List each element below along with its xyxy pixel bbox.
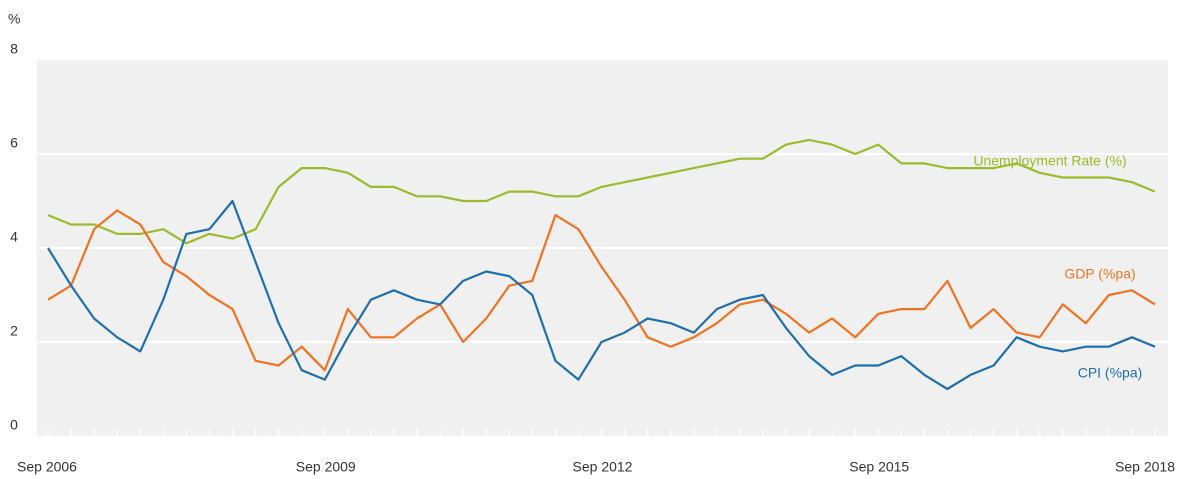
x-tick-label: Sep 2012 [573, 459, 633, 475]
x-tick-label: Sep 2006 [17, 459, 77, 475]
series-line [47, 138, 1156, 245]
series-label: GDP (%pa) [1064, 266, 1135, 282]
series-label: CPI (%pa) [1078, 365, 1143, 381]
series-line [47, 209, 1156, 372]
y-tick-label: 2 [10, 323, 18, 339]
y-axis-label: % [8, 11, 20, 27]
y-tick-label: 4 [10, 229, 18, 245]
y-tick-label: 0 [10, 417, 18, 433]
y-tick-label: 8 [10, 41, 18, 57]
series-line [47, 199, 1156, 391]
y-tick-label: 6 [10, 135, 18, 151]
x-tick-label: Sep 2015 [849, 459, 909, 475]
x-tick-label: Sep 2018 [1115, 459, 1175, 475]
x-tick-label: Sep 2009 [296, 459, 356, 475]
series-label: Unemployment Rate (%) [973, 153, 1126, 169]
